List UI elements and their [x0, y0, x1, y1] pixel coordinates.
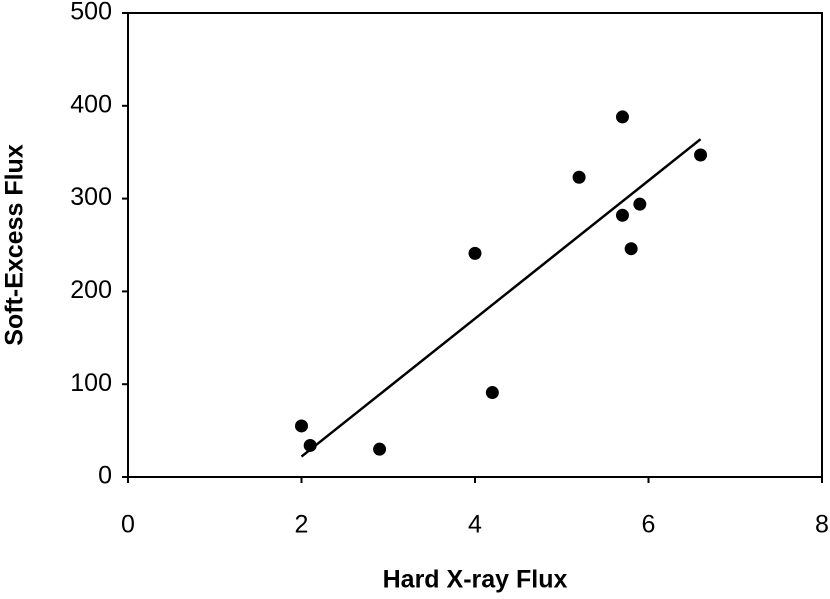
y-tick-label: 200 [70, 276, 112, 304]
y-tick-label: 100 [70, 369, 112, 397]
x-tick-label: 0 [121, 511, 135, 539]
data-point [468, 246, 482, 260]
data-point [694, 148, 708, 162]
data-point [485, 386, 499, 400]
x-axis-title: Hard X-ray Flux [383, 566, 568, 594]
trend-line [300, 138, 702, 458]
data-point [633, 197, 647, 211]
data-point [615, 208, 629, 222]
y-tick-label: 400 [70, 90, 112, 118]
x-tick-label: 4 [468, 511, 482, 539]
y-tick-label: 500 [70, 0, 112, 26]
y-axis-title: Soft-Excess Flux [1, 144, 29, 346]
y-tick-label: 0 [98, 462, 112, 490]
data-point [295, 419, 308, 433]
data-point [615, 110, 629, 124]
data-point [373, 442, 387, 456]
data-point [303, 438, 317, 452]
data-point [624, 242, 638, 256]
x-tick-label: 2 [295, 511, 309, 539]
plot-frame [127, 12, 823, 478]
y-tick-label: 300 [70, 183, 112, 211]
data-point [572, 170, 586, 184]
x-tick-label: 8 [815, 511, 829, 539]
x-tick-label: 6 [642, 511, 656, 539]
